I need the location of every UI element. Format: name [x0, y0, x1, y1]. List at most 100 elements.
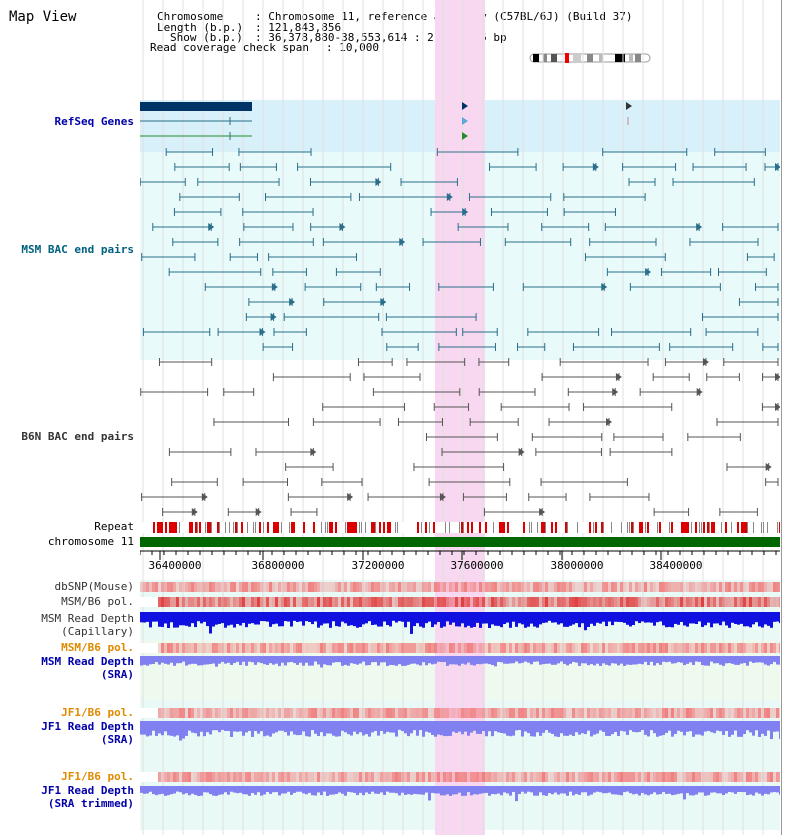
- msm-pol-strip: [413, 643, 416, 653]
- jf1-pol-strip: [185, 772, 188, 782]
- jf1-depth-sra: [719, 721, 722, 732]
- jf1-pol-strip: [668, 708, 671, 718]
- dbsnp-strip: [734, 582, 737, 592]
- dbsnp-strip: [485, 582, 488, 592]
- jf1-depth-sra: [278, 721, 281, 731]
- msm-depth-capillary: [449, 612, 452, 625]
- msm-pol-strip: [494, 597, 497, 607]
- msm-pol-strip: [638, 597, 641, 607]
- msm-depth-sra: [368, 656, 371, 666]
- b6n-bac-label[interactable]: B6N BAC end pairs: [21, 430, 134, 443]
- msm-depth-capillary: [728, 612, 731, 628]
- dbsnp-strip: [203, 582, 206, 592]
- jf1-pol-strip: [449, 772, 452, 782]
- msm-pol-strip: [293, 643, 296, 653]
- repeat-mark: [745, 522, 747, 533]
- axis-tick-label: 38000000: [551, 559, 604, 572]
- jf1-pol-strip: [764, 708, 767, 718]
- msm-depth-capillary: [296, 612, 299, 622]
- jf1-pol-strip: [260, 708, 263, 718]
- msm-depth-capillary: [704, 612, 707, 626]
- jf1-pol-strip: [284, 708, 287, 718]
- jf1-pol-strip: [677, 772, 680, 782]
- jf1-depth-sra-label-1: JF1 Read Depth: [41, 720, 134, 733]
- msm-depth-sra: [731, 656, 734, 664]
- jf1-depth-trimmed: [332, 786, 335, 795]
- repeat-mark: [501, 522, 503, 533]
- msm-pol-strip: [608, 643, 611, 653]
- msm-depth-sra: [395, 656, 398, 666]
- jf1-depth-sra: [560, 721, 563, 734]
- msm-depth-capillary: [383, 612, 386, 622]
- msm-pol-strip: [302, 597, 305, 607]
- msm-pol-strip: [164, 597, 167, 607]
- msm-depth-capillary: [440, 612, 443, 628]
- msm-pol-strip: [470, 597, 473, 607]
- msm-depth-sra: [512, 656, 515, 664]
- msm-pol-strip: [488, 597, 491, 607]
- refseq-genes-label[interactable]: RefSeq Genes: [54, 115, 134, 128]
- jf1-depth-trimmed: [230, 786, 233, 792]
- jf1-depth-trimmed: [617, 786, 620, 795]
- msm-depth-capillary: [188, 612, 191, 627]
- msm-depth-capillary: [776, 612, 779, 622]
- jf1-depth-trimmed: [761, 786, 764, 796]
- jf1-depth-trimmed: [488, 786, 491, 796]
- repeat-mark: [217, 522, 219, 533]
- msm-depth-capillary: [341, 612, 344, 622]
- jf1-depth-sra: [608, 721, 611, 737]
- msm-depth-capillary: [488, 612, 491, 628]
- msm-depth-sra: [695, 656, 698, 662]
- jf1-depth-trimmed: [701, 786, 704, 793]
- msm-depth-sra: [575, 656, 578, 663]
- msm-pol-strip: [590, 597, 593, 607]
- jf1-pol-strip: [704, 708, 707, 718]
- jf1-depth-sra: [686, 721, 689, 732]
- dbsnp-strip: [548, 582, 551, 592]
- msm-depth-sra: [611, 656, 614, 664]
- msm-bac-pair-marker: [399, 238, 406, 246]
- msm-pol-strip: [287, 597, 290, 607]
- jf1-pol-strip: [614, 772, 617, 782]
- repeat-mark: [171, 522, 173, 533]
- jf1-depth-trimmed: [659, 786, 662, 795]
- jf1-pol-strip: [692, 772, 695, 782]
- jf1-depth-trimmed: [254, 786, 257, 795]
- msm-pol-strip: [683, 643, 686, 653]
- jf1-pol-strip: [509, 772, 512, 782]
- msm-depth-sra: [689, 656, 692, 663]
- msm-depth-sra: [167, 656, 170, 665]
- chromosome-ideogram[interactable]: [529, 52, 653, 64]
- jf1-pol-strip: [629, 708, 632, 718]
- jf1-depth-trimmed: [245, 786, 248, 795]
- jf1-depth-sra: [386, 721, 389, 732]
- msm-pol-strip: [722, 643, 725, 653]
- jf1-pol-strip: [248, 772, 251, 782]
- msm-depth-sra: [302, 656, 305, 666]
- genome-track-panel[interactable]: 36400000 36800000 37200000 37600000 38000000…: [140, 0, 780, 835]
- dbsnp-strip: [542, 582, 545, 592]
- msm-pol-strip: [425, 597, 428, 607]
- msm-pol-strip: [161, 643, 164, 653]
- msm-depth-capillary: [215, 612, 218, 625]
- msm-depth-sra: [329, 656, 332, 666]
- msm-depth-capillary: [410, 612, 413, 634]
- jf1-depth-trimmed: [413, 786, 416, 794]
- msm-pol-strip: [527, 643, 530, 653]
- jf1-depth-trimmed: [290, 786, 293, 795]
- jf1-depth-sra: [551, 721, 554, 735]
- msm-pol-strip: [386, 643, 389, 653]
- dbsnp-strip: [140, 582, 143, 592]
- jf1-pol-strip: [230, 772, 233, 782]
- msm-depth-capillary: [779, 612, 780, 624]
- msm-pol-strip: [320, 643, 323, 653]
- jf1-depth-sra: [509, 721, 512, 737]
- jf1-depth-sra: [713, 721, 716, 734]
- msm-depth-capillary: [176, 612, 179, 628]
- msm-bac-label[interactable]: MSM BAC end pairs: [21, 243, 134, 256]
- jf1-pol-strip: [242, 772, 245, 782]
- jf1-depth-trimmed: [395, 786, 398, 794]
- msm-depth-sra: [293, 656, 296, 664]
- msm-pol-strip: [296, 643, 299, 653]
- dbsnp-strip: [443, 582, 446, 592]
